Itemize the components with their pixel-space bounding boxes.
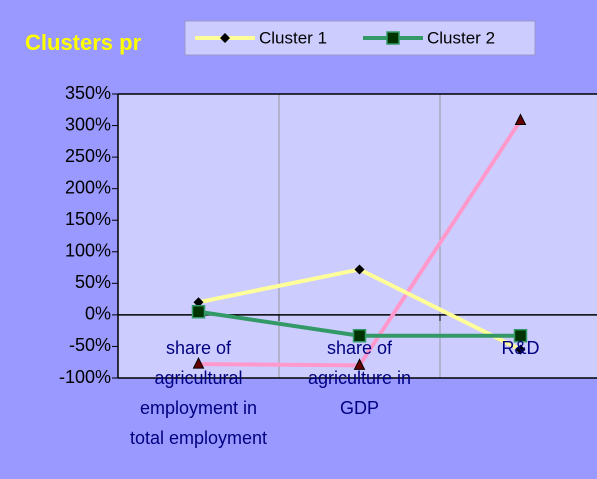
y-tick-label: 150% [65, 209, 111, 229]
y-tick-label: 300% [65, 114, 111, 134]
legend-label: Cluster 1 [259, 28, 327, 47]
marker [191, 304, 206, 319]
y-tick-label: -100% [59, 367, 111, 387]
y-tick-label: 200% [65, 177, 111, 197]
y-tick-label: 50% [75, 272, 111, 292]
marker [515, 344, 526, 355]
marker [192, 356, 205, 369]
legend-label: Cluster 2 [427, 28, 495, 47]
marker [193, 297, 204, 308]
marker [354, 264, 365, 275]
marker [513, 328, 528, 343]
legend-marker [386, 31, 400, 45]
x-tick-label: share of agriculture in GDP [307, 338, 412, 418]
y-tick-label: -50% [69, 335, 111, 355]
y-tick-label: 0% [85, 304, 111, 324]
x-tick-label: share of agricultural employment in tota… [129, 338, 268, 448]
y-tick-label: 100% [65, 241, 111, 261]
y-tick-label: 350% [65, 83, 111, 103]
marker [353, 358, 366, 370]
y-tick-label: 250% [65, 146, 111, 166]
chart-title: Clusters pr [25, 30, 142, 55]
marker [352, 328, 367, 343]
legend-marker [220, 33, 230, 43]
x-tick-label: R&D [501, 338, 540, 358]
marker [514, 113, 527, 126]
